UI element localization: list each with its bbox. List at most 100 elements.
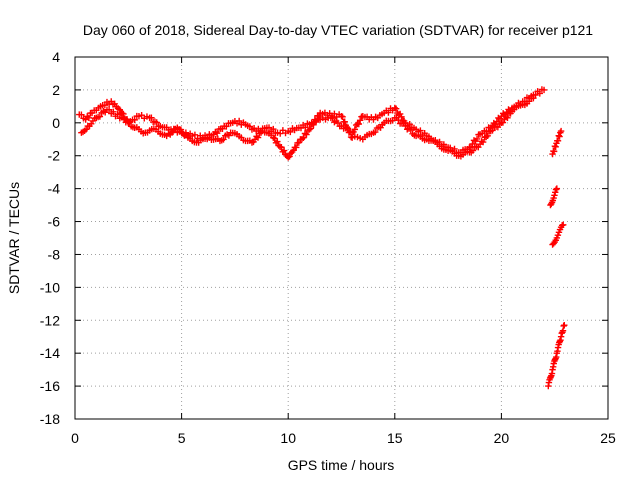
data-point-interp [302, 124, 309, 131]
data-point-interp [177, 126, 185, 133]
data-point-interp [311, 116, 319, 123]
x-tick-labels: 0 5 10 15 20 25 [71, 430, 616, 446]
data-point-interp [469, 147, 477, 154]
data-point-interp [343, 123, 351, 131]
data-point [561, 322, 568, 329]
data-point-interp [298, 135, 306, 143]
y-tick-label: -4 [48, 181, 61, 197]
data-point-interp [344, 125, 352, 132]
data-point-interp [265, 124, 273, 131]
data-point-interp [270, 125, 277, 133]
data-point-interp [554, 231, 562, 239]
x-axis-label: GPS time / hours [288, 457, 395, 473]
series-late-segment-A [549, 127, 565, 158]
data-point-interp [341, 118, 348, 125]
data-point [560, 221, 567, 229]
data-point [116, 106, 123, 113]
series-late-segment-D [545, 322, 568, 390]
data-point-interp [253, 133, 260, 140]
data-point [285, 154, 292, 161]
data-point-interp [110, 108, 117, 115]
data-point-interp [292, 144, 300, 151]
y-tick-label: -12 [40, 312, 60, 328]
data-point [557, 127, 565, 135]
data-point-interp [308, 120, 316, 128]
data-point-interp [417, 127, 424, 134]
data-point-interp [120, 110, 127, 118]
y-tick-labels: 4 2 0 -2 -4 -6 -8 -10 -12 -14 -16 -18 [40, 49, 60, 427]
y-axis-label: SDTVAR / TECUs [6, 182, 22, 294]
y-tick-label: -16 [40, 378, 60, 394]
data-point-interp [85, 114, 93, 122]
data-point-interp [372, 128, 379, 136]
data-point-interp [315, 112, 323, 120]
y-tick-label: -18 [40, 411, 60, 427]
grid [75, 57, 608, 419]
data-point-interp [126, 119, 133, 126]
x-tick-label: 20 [494, 430, 510, 446]
data-point-interp [504, 114, 511, 121]
data-point-interp [395, 116, 402, 124]
data-point-interp [482, 133, 490, 141]
series-late-segment-C [549, 221, 567, 248]
y-tick-label: -8 [48, 246, 61, 262]
data-point-interp [556, 133, 563, 140]
data-point-interp [536, 90, 543, 97]
data-point-interp [550, 240, 557, 247]
data-point-interp [96, 113, 104, 120]
y-tick-label: 2 [52, 82, 60, 98]
data-point-interp [307, 125, 315, 132]
data-point-interp [220, 136, 227, 143]
data-point-interp [550, 148, 558, 155]
data-point [553, 185, 561, 192]
data-point-interp [235, 117, 243, 125]
data-point-interp [479, 138, 487, 146]
data-point-interp [82, 126, 90, 133]
data-points [76, 86, 568, 390]
data-point [295, 139, 303, 146]
data-point-interp [551, 192, 558, 199]
data-point-interp [168, 129, 176, 136]
data-point [530, 94, 537, 102]
data-point-interp [131, 116, 138, 124]
y-tick-label: 4 [52, 49, 60, 65]
data-point-interp [385, 109, 392, 116]
data-point-interp [274, 138, 281, 145]
data-point-interp [312, 117, 320, 124]
data-point-interp [148, 114, 155, 121]
data-point-interp [398, 113, 405, 121]
x-tick-label: 25 [600, 430, 616, 446]
x-tick-label: 15 [387, 430, 403, 446]
data-point-interp [554, 137, 562, 144]
data-point-interp [552, 186, 560, 193]
data-point-interp [254, 134, 262, 141]
y-tick-label: -10 [40, 279, 60, 295]
series-secondary-track [78, 94, 537, 161]
axis-ticks [74, 56, 609, 420]
y-tick-label: 0 [52, 115, 60, 131]
y-tick-label: -6 [48, 214, 61, 230]
data-point-interp [339, 113, 346, 120]
data-point-interp [114, 111, 121, 118]
data-point [270, 134, 277, 141]
data-point-interp [355, 120, 363, 128]
data-point-interp [153, 119, 160, 126]
data-point-interp [310, 121, 317, 128]
data-point-interp [278, 144, 285, 151]
data-point-interp [191, 131, 199, 139]
data-point-interp [489, 127, 496, 134]
data-point-interp [356, 117, 364, 124]
data-point-interp [499, 119, 507, 126]
data-point-interp [280, 147, 288, 154]
data-point-interp [392, 105, 400, 112]
x-tick-label: 5 [178, 430, 186, 446]
plot-area-frame [74, 56, 609, 420]
y-tick-label: -2 [48, 148, 61, 164]
data-point-interp [407, 126, 414, 133]
data-point-interp [105, 106, 113, 113]
data-point [306, 126, 313, 133]
data-point-interp [303, 131, 310, 138]
data-point-interp [346, 128, 354, 135]
data-point-interp [351, 126, 359, 133]
